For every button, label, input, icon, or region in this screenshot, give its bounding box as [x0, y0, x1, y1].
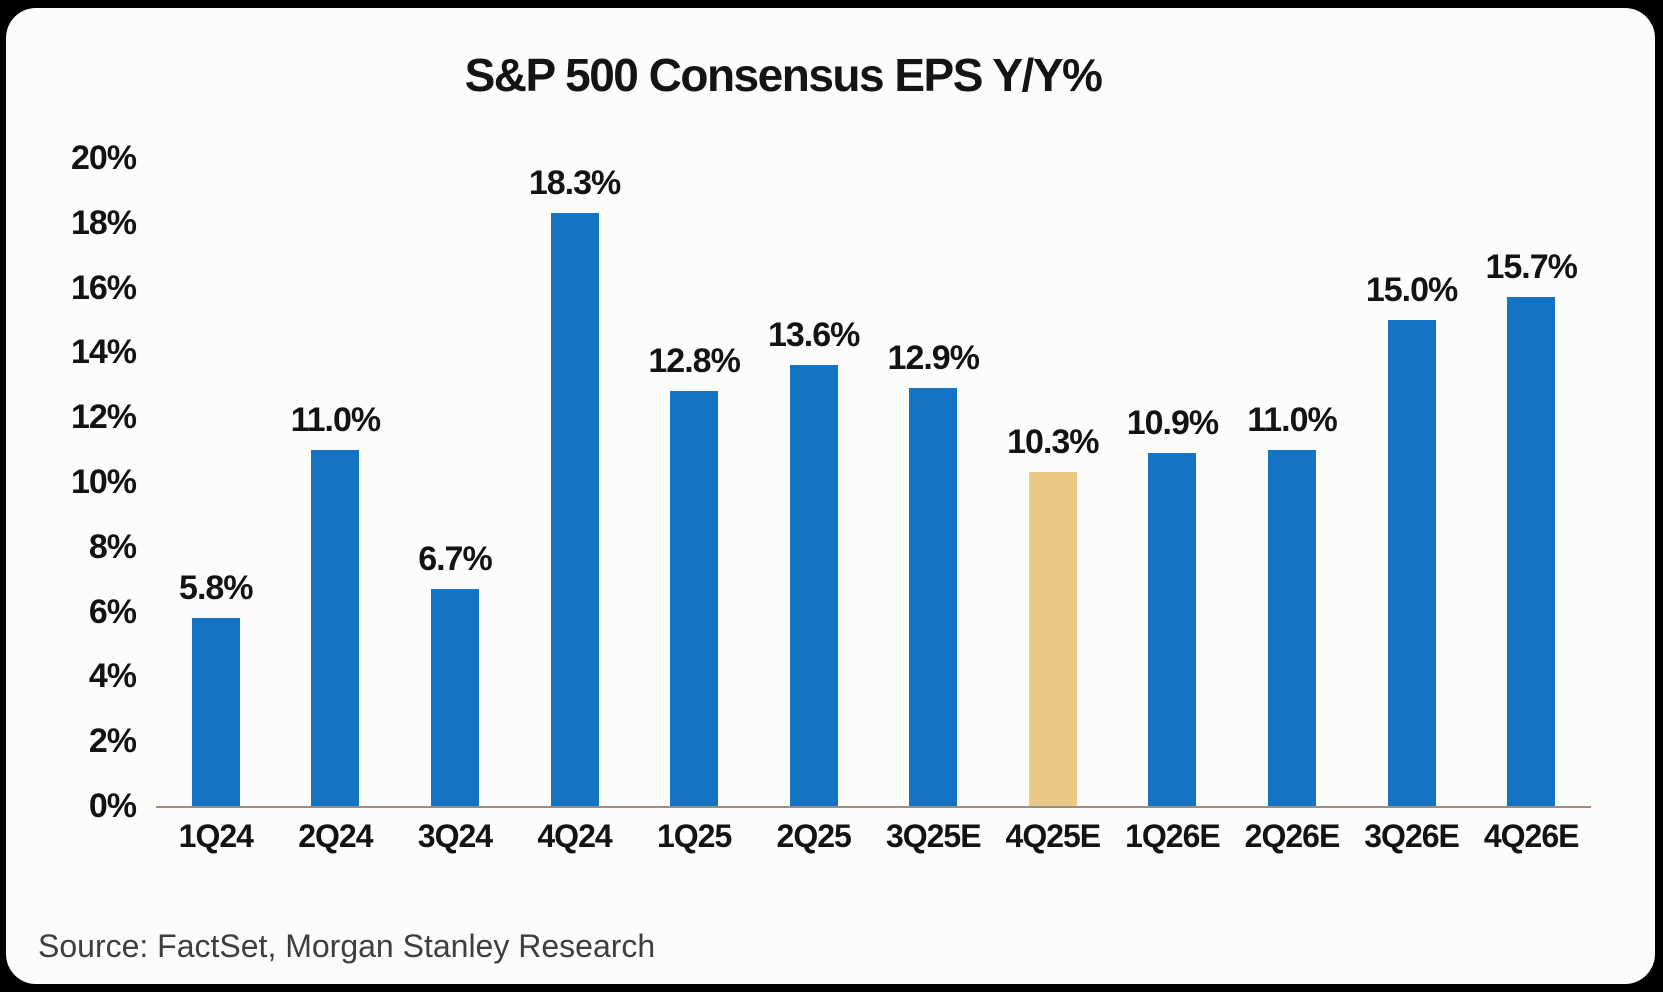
x-tick-label-3q24: 3Q24 [417, 818, 493, 854]
bar-group-2q24: 11.0% [276, 158, 396, 806]
bar-value-label-1q25: 12.8% [648, 342, 740, 381]
bar-4q24 [550, 213, 599, 806]
bar-group-3q24: 6.7% [395, 158, 515, 806]
bar-group-4q26e: 15.7% [1471, 158, 1591, 806]
bar-group-4q25e: 10.3% [993, 158, 1113, 806]
bar-group-1q26e: 10.9% [1113, 158, 1233, 806]
x-tick-label-2q26e: 2Q26E [1244, 818, 1341, 854]
bar-value-label-2q26e: 11.0% [1247, 400, 1338, 439]
bar-1q26e [1148, 452, 1197, 806]
bar-group-2q25: 13.6% [754, 158, 874, 806]
bar-group-3q25e: 12.9% [873, 158, 993, 806]
bar-value-label-2q25: 13.6% [767, 316, 860, 355]
bar-group-4q24: 18.3% [515, 158, 635, 806]
bar-value-label-3q26e: 15.0% [1365, 271, 1458, 309]
bar-2q25 [789, 365, 838, 806]
y-tick-label-10: 10% [70, 463, 137, 501]
bar-4q26e [1507, 297, 1556, 806]
bar-value-label-3q25e: 12.9% [887, 339, 980, 378]
x-tick-label-2q24: 2Q24 [298, 818, 373, 854]
y-tick-label-2: 2% [88, 722, 137, 761]
x-tick-label-1q24: 1Q24 [178, 818, 254, 854]
y-tick-label-16: 16% [70, 268, 137, 307]
bar-3q25e [909, 388, 958, 806]
bar-3q24 [430, 588, 479, 806]
y-tick-label-4: 4% [88, 657, 137, 696]
bar-value-label-4q26e: 15.7% [1485, 248, 1577, 287]
y-axis: 0% 2% 4% 6% 8% 10% 12% 14% 16% 18% 20% [36, 139, 137, 825]
bar-group-3q26e: 15.0% [1352, 158, 1472, 806]
y-tick-label-20: 20% [70, 139, 137, 177]
x-tick-label-3q25e: 3Q25E [885, 818, 982, 854]
bar-value-label-4q25e: 10.3% [1007, 423, 1099, 462]
y-tick-label-12: 12% [70, 398, 137, 437]
bar-group-2q26e: 11.0% [1232, 158, 1352, 806]
plot-area: 5.8% 11.0% 6.7% 18.3% 12.8% 13.6% 12.9% 10.3% 10… [156, 158, 1591, 808]
y-tick-label-8: 8% [88, 527, 137, 566]
bar-2q26e [1267, 449, 1316, 806]
x-tick-label-4q24: 4Q24 [537, 818, 612, 854]
bar-3q26e [1387, 320, 1436, 806]
bar-group-1q24: 5.8% [156, 158, 276, 806]
x-tick-label-1q25: 1Q25 [656, 818, 732, 854]
y-tick-label-14: 14% [70, 333, 137, 372]
bar-value-label-1q26e: 10.9% [1126, 403, 1219, 442]
x-tick-label-4q25e: 4Q25E [1005, 818, 1102, 854]
y-tick-label-6: 6% [88, 592, 137, 631]
bar-1q24 [191, 618, 240, 806]
bar-2q24 [311, 449, 360, 806]
bar-1q25 [670, 391, 719, 806]
x-tick-label-3q26e: 3Q26E [1364, 818, 1460, 854]
x-tick-label-4q26e: 4Q26E [1483, 818, 1580, 854]
bar-group-1q25: 12.8% [634, 158, 754, 806]
y-tick-label-0: 0% [88, 787, 137, 825]
bar-4q25e [1028, 472, 1077, 806]
x-tick-label-1q26e: 1Q26E [1125, 818, 1221, 854]
bar-value-label-1q24: 5.8% [179, 569, 253, 608]
chart-title: S&P 500 Consensus EPS Y/Y% [464, 49, 1103, 101]
x-tick-label-2q25: 2Q25 [776, 818, 852, 854]
chart-card: S&P 500 Consensus EPS Y/Y% 0% 2% 4% 6% 8% 10%… [6, 8, 1655, 984]
y-tick-label-18: 18% [70, 203, 137, 242]
bar-value-label-3q24: 6.7% [418, 539, 492, 578]
bar-value-label-2q24: 11.0% [290, 400, 382, 439]
bar-value-label-4q24: 18.3% [528, 164, 621, 203]
x-axis: 1Q24 2Q24 3Q24 4Q24 1Q25 2Q25 3Q25E 4Q25E 1Q26E 2… [156, 818, 1591, 855]
source-note: Source: FactSet, Morgan Stanley Research [38, 928, 656, 964]
